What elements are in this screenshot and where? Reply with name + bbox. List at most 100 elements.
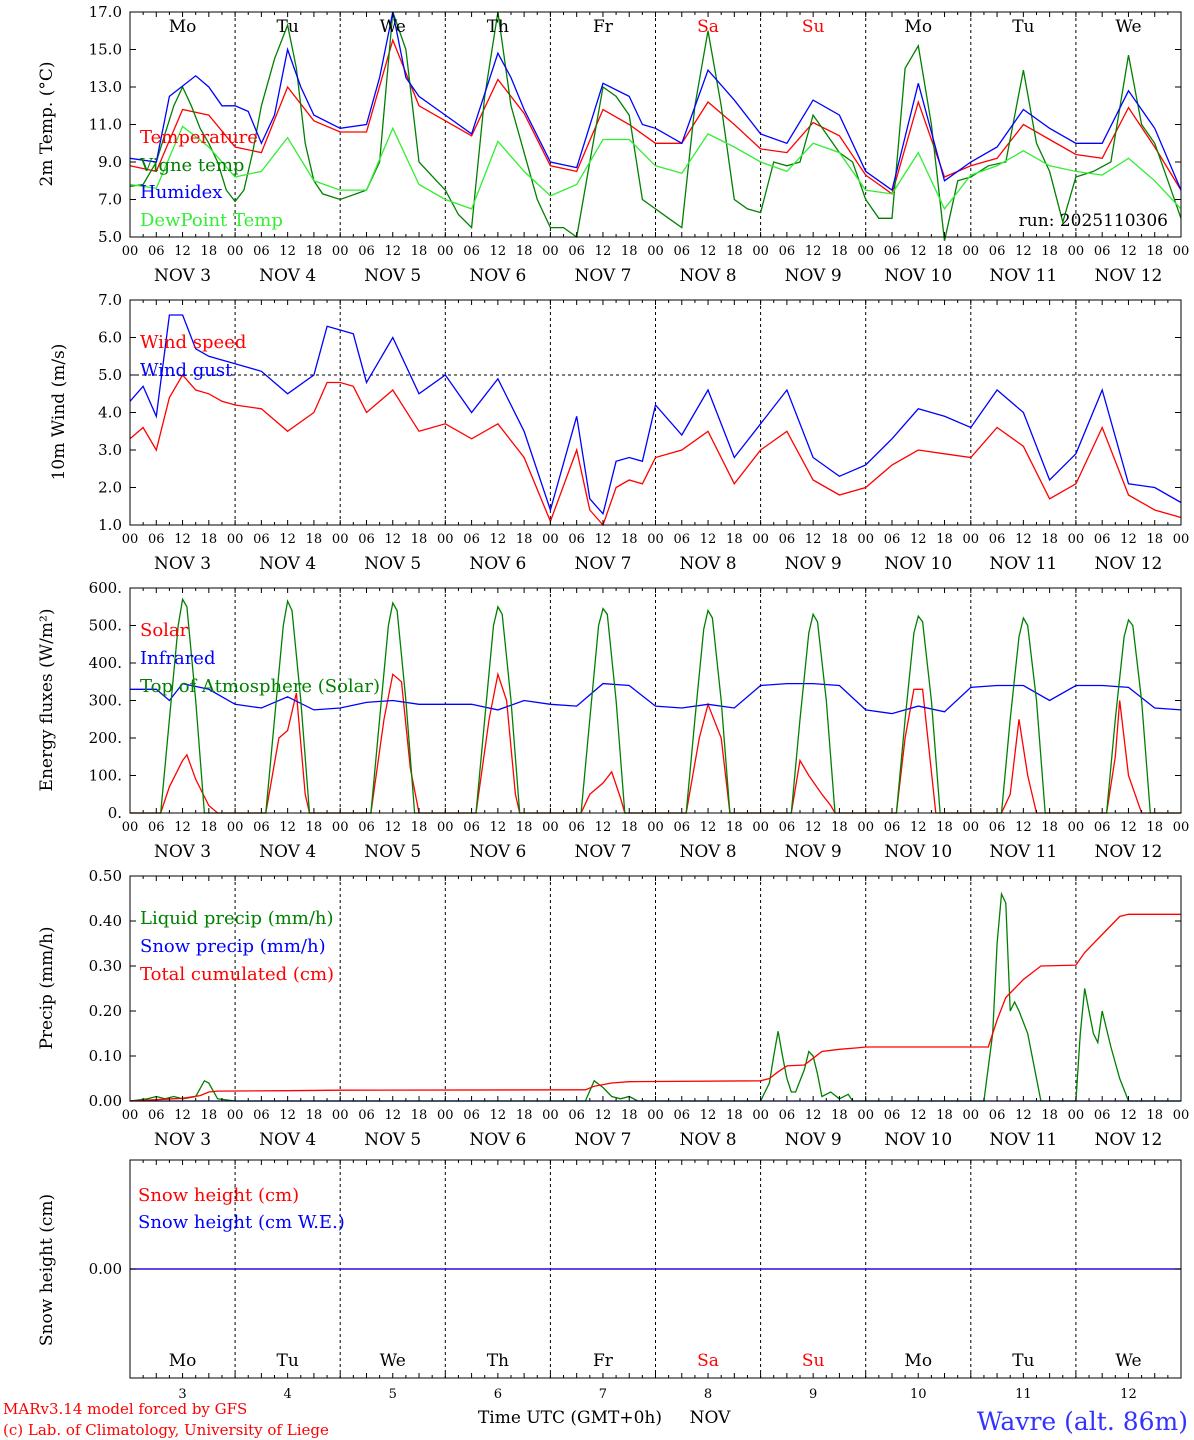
y-tick-label: 7.0: [98, 191, 122, 209]
series-wind-gust: [129, 314, 1182, 516]
hour-label: 18: [831, 244, 848, 259]
legend-wind-gust: Wind gust: [140, 360, 233, 381]
hour-label: 12: [595, 244, 612, 259]
hour-label: 00: [542, 244, 559, 259]
hour-label: 18: [201, 532, 218, 547]
y-tick-label: 15.0: [89, 41, 122, 59]
y-tick-label: 100.: [89, 767, 122, 785]
day-name-label: Fr: [593, 17, 614, 37]
hour-label: 00: [227, 1108, 244, 1123]
hour-label: 00: [752, 1108, 769, 1123]
hour-label: 06: [884, 244, 901, 259]
date-label: NOV 8: [680, 842, 737, 862]
y-tick-label: 0.10: [89, 1047, 122, 1065]
day-name-label: Su: [802, 1351, 825, 1371]
hour-label: 12: [279, 1108, 296, 1123]
series-infrared: [130, 682, 1182, 715]
hour-label: 00: [857, 1108, 874, 1123]
date-label: NOV 11: [989, 842, 1057, 862]
day-number-label: 3: [178, 1387, 186, 1402]
hour-label: 12: [805, 244, 822, 259]
series-dewpoint-temp: [129, 125, 1182, 211]
legend-liquid-precip: Liquid precip (mm/h): [140, 908, 334, 929]
hour-label: 06: [989, 244, 1006, 259]
hour-label: 00: [647, 244, 664, 259]
legend-solar: Solar: [140, 620, 189, 641]
energy-panel: 0. 100. 200. 300. 400. 500. 600. 00 06 12 18 NOV 3…: [37, 579, 1189, 862]
hour-label: 18: [306, 820, 323, 835]
date-label: NOV 3: [154, 842, 211, 862]
y-tick-label: 0.50: [89, 867, 122, 885]
date-label: NOV 6: [469, 1130, 526, 1150]
hour-label: 18: [1041, 1108, 1058, 1123]
day-name-label: Sa: [697, 1351, 719, 1371]
hour-label: 12: [595, 1108, 612, 1123]
hour-label: 06: [1094, 532, 1111, 547]
hour-label: 12: [384, 532, 401, 547]
hour-label: 06: [779, 244, 796, 259]
hour-label: 06: [463, 532, 480, 547]
hour-label: 06: [253, 1108, 270, 1123]
hour-label: 18: [936, 820, 953, 835]
hour-label: 00: [1068, 244, 1085, 259]
date-label: NOV 9: [785, 266, 842, 286]
hour-label: 12: [700, 1108, 717, 1123]
hour-label: 06: [674, 820, 691, 835]
hour-label: 12: [910, 532, 927, 547]
hour-label: 12: [595, 820, 612, 835]
hour-label: 12: [384, 1108, 401, 1123]
hour-label: 00: [437, 1108, 454, 1123]
temperature-panel: 5.0 7.0 9.0 11.0 13.0 15.0 17.0 00 06 12 18 NOV 3 0…: [37, 3, 1189, 286]
hour-label: 12: [910, 1108, 927, 1123]
hour-label: 12: [1120, 532, 1137, 547]
model-credit: MARv3.14 model forced by GFS: [3, 1400, 247, 1418]
hour-label: 06: [463, 244, 480, 259]
hour-label: 00: [752, 244, 769, 259]
hour-label: 06: [568, 244, 585, 259]
hour-label: 18: [1041, 244, 1058, 259]
time-axis-title: Time UTC (GMT+0h): [478, 1408, 662, 1428]
hour-label: 18: [411, 1108, 428, 1123]
date-label: NOV 10: [884, 842, 952, 862]
hour-label: 00: [227, 820, 244, 835]
hour-label: 00: [963, 244, 980, 259]
y-tick-label: 0.40: [89, 912, 122, 930]
hour-label: 00: [647, 1108, 664, 1123]
legend-wind-speed: Wind speed: [140, 332, 246, 353]
hour-label: 12: [1015, 1108, 1032, 1123]
legend-snow-precip: Snow precip (mm/h): [140, 936, 326, 957]
legend-toa-solar: Top of Atmosphere (Solar): [140, 676, 380, 697]
energy-axis-title: Energy fluxes (W/m²): [37, 609, 57, 792]
day-number-label: 4: [284, 1387, 292, 1402]
date-label: NOV 3: [154, 266, 211, 286]
hour-label: 00: [227, 532, 244, 547]
date-label: NOV 11: [989, 1130, 1057, 1150]
date-label: NOV 4: [259, 1130, 316, 1150]
legend-snow-we: Snow height (cm W.E.): [138, 1212, 345, 1233]
hour-label: 00: [227, 244, 244, 259]
hour-label: 00: [963, 1108, 980, 1123]
date-label: NOV 9: [785, 554, 842, 574]
day-name-label: Mo: [169, 1351, 197, 1371]
hour-label: 00: [963, 532, 980, 547]
temperature-axis-title: 2m Temp. (°C): [37, 61, 57, 186]
legend-dewpoint: DewPoint Temp: [140, 210, 283, 231]
hour-label: 18: [516, 1108, 533, 1123]
date-label: NOV 6: [469, 842, 526, 862]
day-name-label: Tu: [277, 1351, 299, 1371]
hour-label: 12: [279, 532, 296, 547]
hour-label: 18: [516, 244, 533, 259]
day-name-label: Tu: [1012, 17, 1034, 37]
hour-label: 12: [384, 820, 401, 835]
day-name-label: Sa: [697, 17, 719, 37]
hour-label: 06: [989, 1108, 1006, 1123]
day-name-label: Tu: [1012, 1351, 1034, 1371]
y-tick-label: 500.: [89, 617, 122, 635]
date-label: NOV 8: [680, 554, 737, 574]
hour-label: 06: [674, 1108, 691, 1123]
hour-label: 00: [1068, 1108, 1085, 1123]
day-number-label: 5: [389, 1387, 397, 1402]
hour-label: 18: [621, 1108, 638, 1123]
hour-label: 00: [857, 532, 874, 547]
